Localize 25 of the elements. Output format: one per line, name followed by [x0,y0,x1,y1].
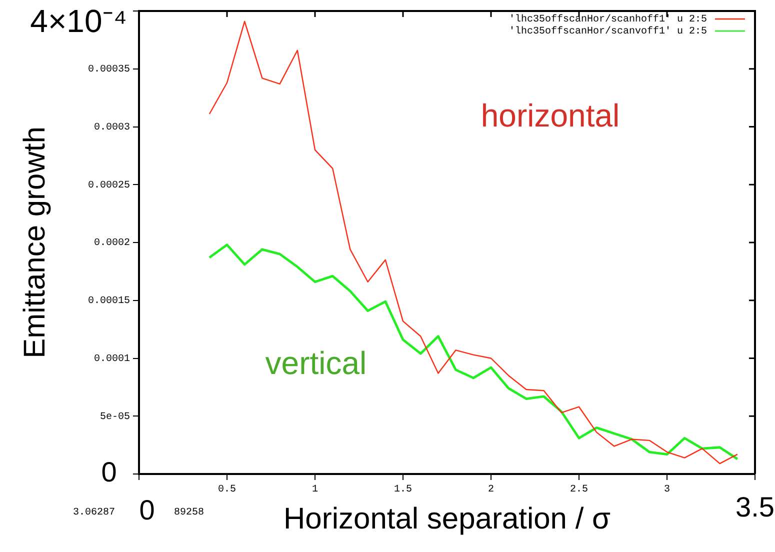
legend-label: 'lhc35offscanHor/scanhoff1' u 2:5 [508,14,707,26]
y-tick-label: 0.0001 [94,354,130,365]
y-tick-label: 0.0003 [94,122,130,134]
y-tick-label: 0.0002 [94,238,130,250]
x-tick-label: 1 [312,484,318,496]
y-tick-label: 0.00035 [88,64,130,76]
x-tick-label: 1.5 [394,484,412,496]
text: 3.06287 [73,508,116,519]
annotation: horizontal [480,97,620,134]
x-tick-label: 3 [664,484,670,496]
text: 0 [101,456,117,488]
legend-label: 'lhc35offscanHor/scanvoff1' u 2:5 [508,26,707,38]
text: 0 [139,494,155,526]
x-tick-label: 0.5 [218,484,236,496]
annotation: vertical [265,345,367,382]
x-tick-label: 2 [488,484,494,496]
text: 4×10⁻⁴ [30,2,127,39]
y-tick-label: 0.00015 [88,296,130,308]
y-tick-label: 0.00025 [88,180,130,192]
y-axis-title: Emittance growth [18,126,52,358]
x-tick-label: 2.5 [570,484,588,496]
text: 3.5 [736,492,774,523]
y-tick-label: 5e-05 [100,412,130,423]
x-axis-title: Horizontal separation / σ [283,502,611,536]
text: 89258 [174,508,204,519]
